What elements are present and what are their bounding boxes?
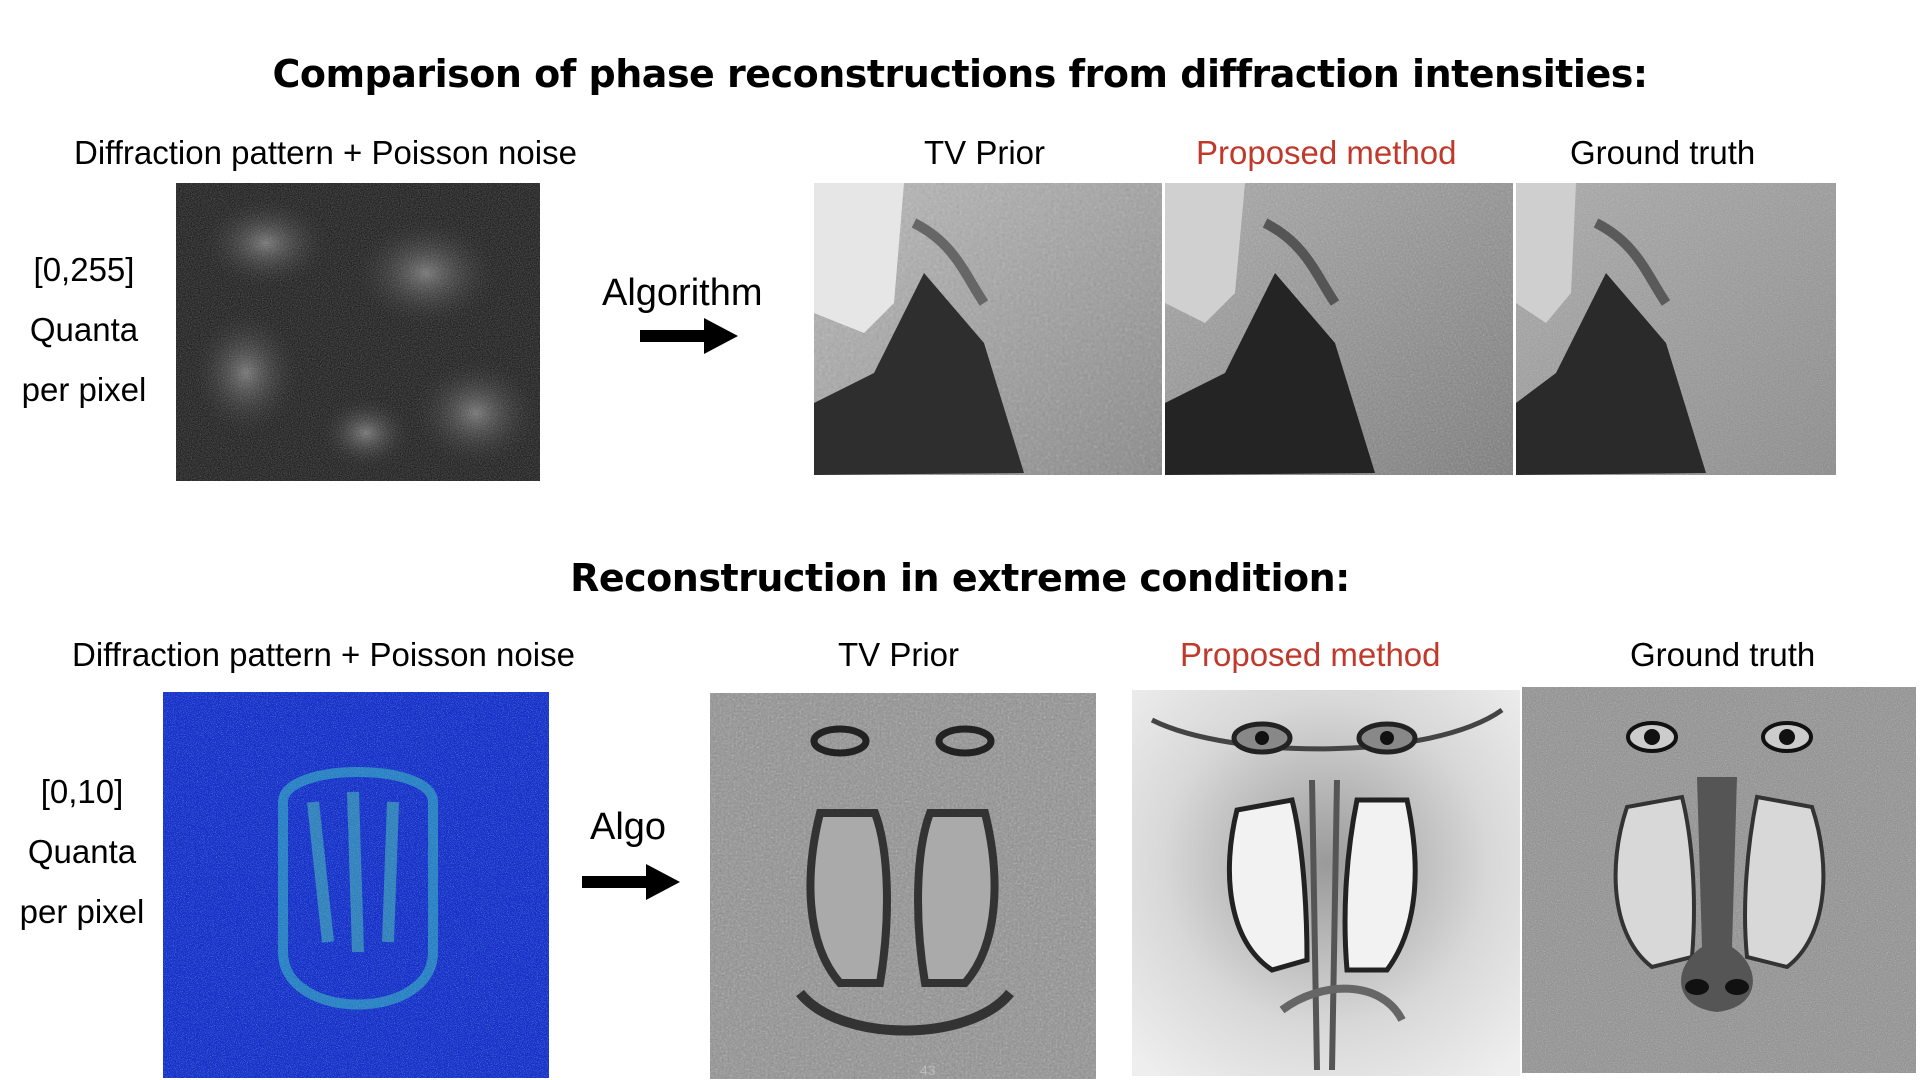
section2-col-tv: TV Prior [838, 636, 960, 673]
side-range: [0,255] [33, 251, 135, 288]
section1-title: Comparison of phase reconstructions from… [272, 52, 1648, 96]
section1-input-label: Diffraction pattern + Poisson noise [74, 134, 577, 171]
section2-col-ground-truth: Ground truth [1630, 636, 1816, 673]
side-unit: Quanta [27, 833, 137, 870]
side-unit: Quanta [29, 311, 139, 348]
diffraction-pattern-image-2 [163, 692, 549, 1078]
ground-truth-image-2 [1522, 687, 1916, 1073]
section2-input-label: Diffraction pattern + Poisson noise [72, 636, 575, 673]
proposed-result-image-1 [1165, 183, 1513, 475]
tv-prior-result-image-2 [710, 693, 1096, 1079]
section1-arrow-label: Algorithm [602, 272, 763, 314]
section2-arrow-label: Algo [590, 806, 667, 848]
side-unit-2: per pixel [19, 893, 145, 930]
section2-title: Reconstruction in extreme condition: [570, 556, 1350, 600]
section1-side-label: [0,255] Quanta per pixel [4, 240, 164, 420]
ground-truth-image-1 [1516, 183, 1836, 475]
side-range: [0,10] [40, 773, 124, 810]
section1-col-ground-truth: Ground truth [1570, 134, 1756, 171]
section2-col-proposed: Proposed method [1180, 636, 1441, 673]
section1-col-proposed: Proposed method [1196, 134, 1457, 171]
page-number: 43 [920, 1062, 936, 1078]
arrow-right-icon [582, 864, 680, 900]
diffraction-pattern-image-1 [176, 183, 540, 481]
proposed-result-image-2 [1132, 690, 1520, 1076]
arrow-right-icon [640, 318, 738, 354]
tv-prior-result-image-1 [814, 183, 1162, 475]
section1-col-tv: TV Prior [924, 134, 1046, 171]
side-unit-2: per pixel [21, 371, 147, 408]
section2-side-label: [0,10] Quanta per pixel [2, 762, 162, 942]
